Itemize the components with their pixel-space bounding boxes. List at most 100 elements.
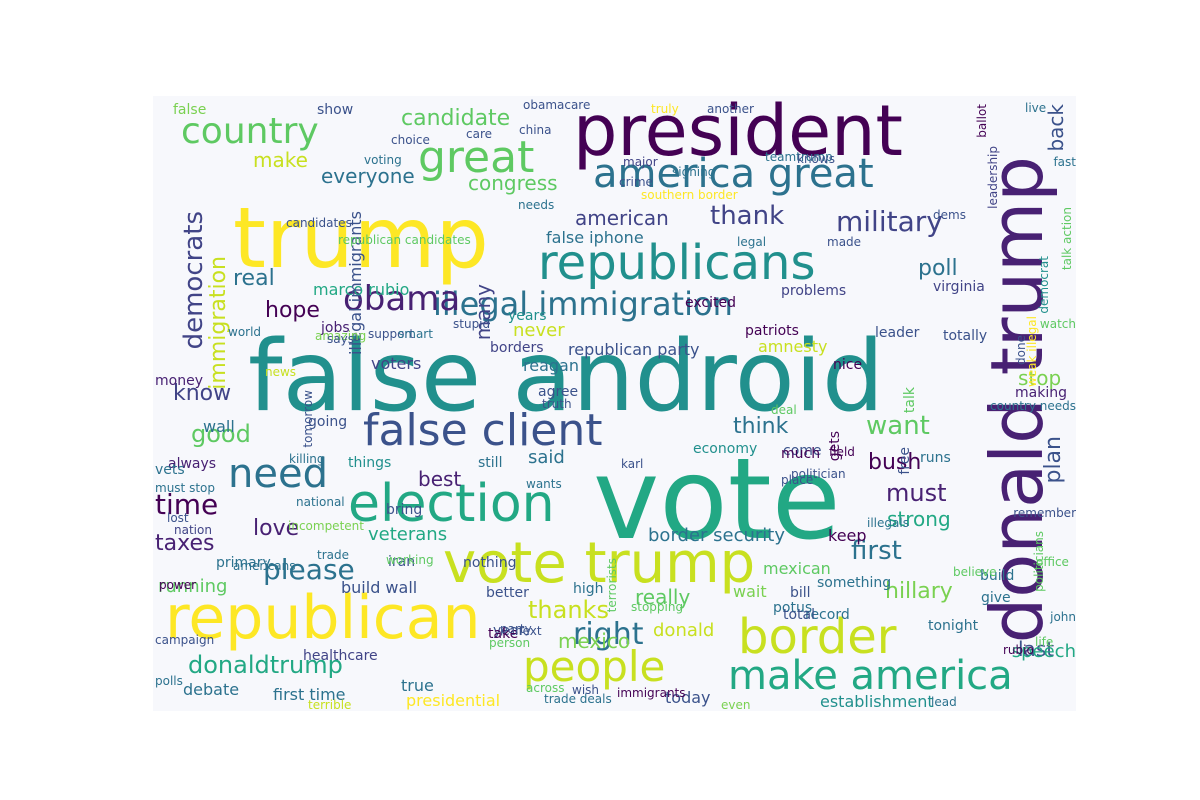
- word-potus: potus: [773, 600, 813, 616]
- word-false-android: false android: [248, 320, 885, 434]
- word-must: must: [886, 479, 947, 507]
- word-come: come: [783, 443, 822, 459]
- word-much: much: [781, 446, 821, 462]
- word-party: party: [500, 622, 532, 636]
- word-think: think: [733, 414, 789, 439]
- word-taxes: taxes: [155, 531, 215, 556]
- word-truly: truly: [651, 102, 679, 116]
- word-poll: poll: [918, 256, 958, 281]
- word-debate: debate: [183, 680, 240, 699]
- word-amazing: amazing: [315, 329, 367, 343]
- word-knows: knows: [797, 152, 835, 166]
- word-always: always: [168, 456, 217, 472]
- word-fast: fast: [1053, 155, 1076, 169]
- word-southern-border: southern border: [641, 188, 738, 202]
- word-democrats: democrats: [179, 211, 209, 350]
- word-border-security: border security: [648, 525, 786, 546]
- word-virginia: virginia: [933, 279, 985, 295]
- word-reagan: reagan: [523, 356, 579, 375]
- word-said: said: [528, 447, 565, 468]
- word-take: take: [488, 626, 519, 642]
- word-true: true: [401, 676, 434, 695]
- word-strong: strong: [887, 507, 951, 531]
- word-republican: republican: [165, 583, 481, 653]
- word-field: field: [829, 445, 855, 459]
- word-hillary: hillary: [885, 579, 953, 604]
- word-voting: voting: [364, 153, 402, 167]
- word-military: military: [836, 205, 943, 238]
- word-republican-party: republican party: [568, 340, 700, 359]
- word-great: great: [418, 132, 535, 183]
- word-talk: talk: [902, 387, 918, 414]
- word-vets: vets: [155, 462, 185, 478]
- word-illegal-immigration: illegal immigration: [433, 285, 733, 323]
- word-world: world: [228, 325, 262, 339]
- word-last: last: [1018, 637, 1055, 661]
- word-border: border: [738, 609, 897, 665]
- word-stopping: stopping: [631, 600, 684, 614]
- word-made: made: [827, 235, 862, 249]
- word-country-needs: country needs: [990, 399, 1076, 413]
- word-politicians: politicians: [1032, 531, 1046, 592]
- word-things: things: [348, 455, 392, 471]
- word-bill: bill: [790, 585, 811, 601]
- word-democrat: democrat: [1037, 256, 1051, 314]
- word-primary: primary: [216, 555, 271, 571]
- word-national: national: [296, 495, 345, 509]
- word-signing: signing: [672, 165, 716, 179]
- word-incompetent: incompetent: [288, 519, 364, 533]
- word-even: even: [721, 698, 751, 711]
- word-karl: karl: [621, 457, 644, 471]
- word-make: make: [253, 148, 308, 172]
- word-false-client: false client: [363, 405, 603, 456]
- word-patriots: patriots: [745, 323, 799, 339]
- word-wait: wait: [733, 582, 767, 601]
- word-marco-rubio: marco rubio: [313, 280, 410, 299]
- word-hope: hope: [265, 298, 320, 323]
- word-killing: killing: [289, 452, 325, 466]
- word-high: high: [573, 581, 604, 597]
- word-know: know: [173, 381, 232, 406]
- word-tonight: tonight: [928, 618, 979, 634]
- word-person: person: [489, 636, 531, 650]
- word-stop: stop: [1018, 366, 1062, 390]
- word-obamacare: obamacare: [523, 98, 591, 112]
- word-plan: plan: [1041, 436, 1066, 484]
- word-live: live: [1025, 101, 1047, 115]
- word-false: false: [173, 102, 207, 118]
- word-smart: smart: [398, 327, 433, 341]
- word-president: president: [573, 96, 903, 172]
- word-americans: americans: [233, 559, 296, 573]
- word-talk-action: talk action: [1060, 207, 1074, 271]
- word-back: back: [1044, 104, 1068, 152]
- word-major: major: [623, 155, 658, 169]
- word-congress: congress: [468, 171, 558, 195]
- word-speech: speech: [1011, 641, 1076, 662]
- word-people: people: [523, 642, 666, 691]
- word-leader: leader: [875, 325, 920, 341]
- word-china: china: [519, 123, 552, 137]
- word-many: many: [471, 284, 495, 341]
- word-need: need: [228, 451, 328, 497]
- word-cloud: false android vote trump president donald tr…: [153, 96, 1076, 711]
- word-election: election: [348, 474, 555, 534]
- word-wish: wish: [572, 683, 600, 697]
- word-donald: donald: [653, 620, 715, 641]
- word-across: across: [526, 681, 565, 695]
- word-totally: totally: [943, 328, 988, 344]
- word-needs: needs: [518, 198, 555, 212]
- word-lead: lead: [931, 695, 957, 709]
- word-politician: politician: [791, 467, 846, 481]
- word-trade: trade: [317, 548, 349, 562]
- word-deal: deal: [771, 403, 797, 417]
- word-john: john: [1050, 610, 1076, 624]
- word-something: something: [817, 575, 892, 591]
- word-republicans: republicans: [538, 235, 816, 291]
- word-today: today: [665, 688, 711, 707]
- word-veterans: veterans: [368, 524, 448, 545]
- word-first: first: [851, 536, 902, 566]
- word-vote: vote: [593, 435, 841, 565]
- word-right: right: [573, 617, 644, 652]
- word-next: next: [515, 624, 542, 638]
- word-really: really: [635, 585, 691, 609]
